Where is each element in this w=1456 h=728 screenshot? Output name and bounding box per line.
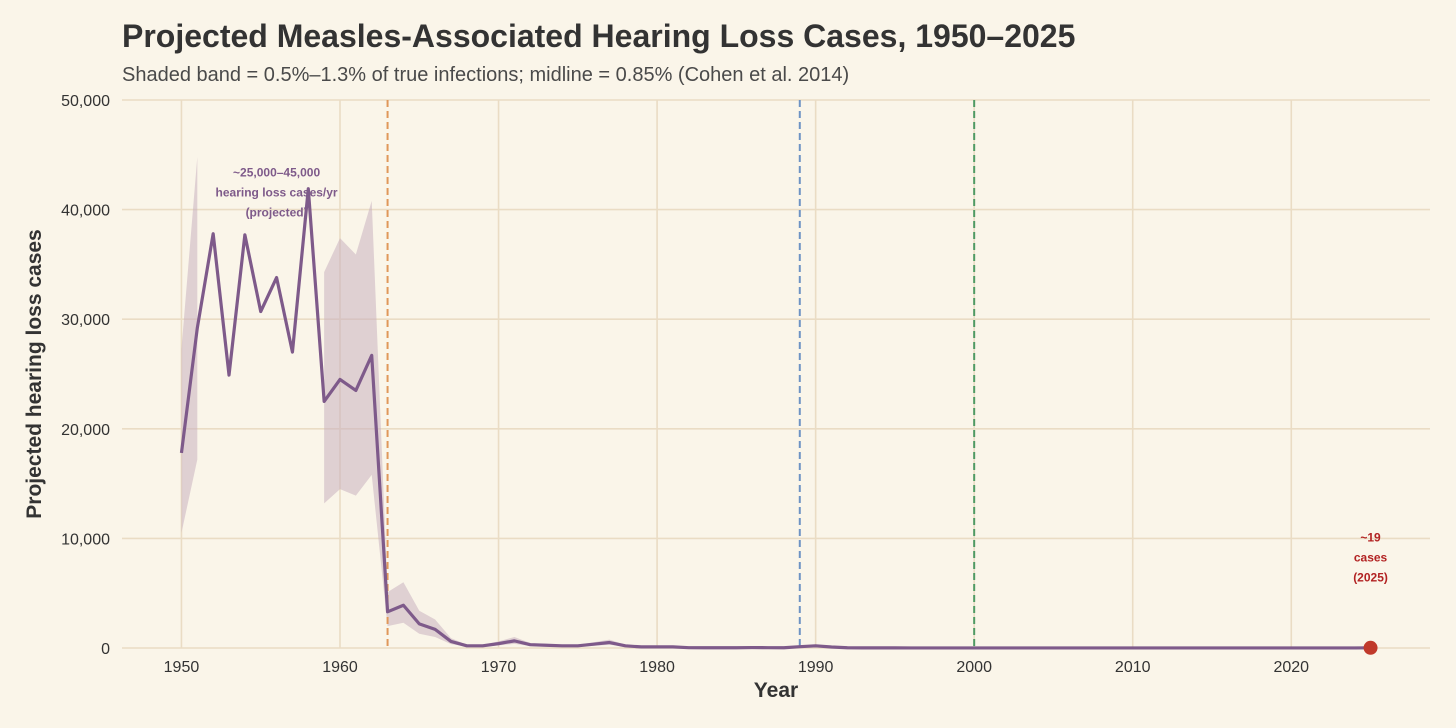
uncertainty-band [324, 200, 1371, 648]
midline-series [179, 187, 1371, 650]
y-tick-label: 40,000 [61, 203, 110, 220]
y-tick-label: 0 [101, 641, 110, 658]
x-tick-label: 2000 [956, 659, 992, 676]
annotation-peak-line: (projected) [246, 206, 308, 220]
y-tick-label: 10,000 [61, 531, 110, 548]
y-tick-label: 20,000 [61, 422, 110, 439]
annotation-2025-line: ~19 [1360, 531, 1381, 545]
annotation-peak-line: hearing loss cases/yr [216, 186, 338, 200]
x-tick-label: 1970 [481, 659, 517, 676]
x-tick-label: 2020 [1273, 659, 1309, 676]
chart-title: Projected Measles-Associated Hearing Los… [122, 18, 1076, 54]
chart-subtitle: Shaded band = 0.5%–1.3% of true infectio… [122, 64, 850, 86]
y-tick-label: 50,000 [61, 93, 110, 110]
x-tick-label: 1950 [164, 659, 200, 676]
annotation-2025-line: cases [1354, 551, 1388, 565]
x-tick-label: 1980 [639, 659, 675, 676]
y-axis-label: Projected hearing loss cases [23, 229, 46, 518]
y-tick-label: 30,000 [61, 312, 110, 329]
annotation-2025-line: (2025) [1353, 571, 1388, 585]
marker-2025 [1363, 640, 1378, 655]
x-tick-label: 2010 [1115, 659, 1151, 676]
x-tick-label: 1990 [798, 659, 834, 676]
uncertainty-band [181, 156, 198, 533]
x-axis-label: Year [754, 679, 798, 702]
x-tick-label: 1960 [322, 659, 358, 676]
annotation-peak-line: ~25,000–45,000 [233, 166, 320, 180]
